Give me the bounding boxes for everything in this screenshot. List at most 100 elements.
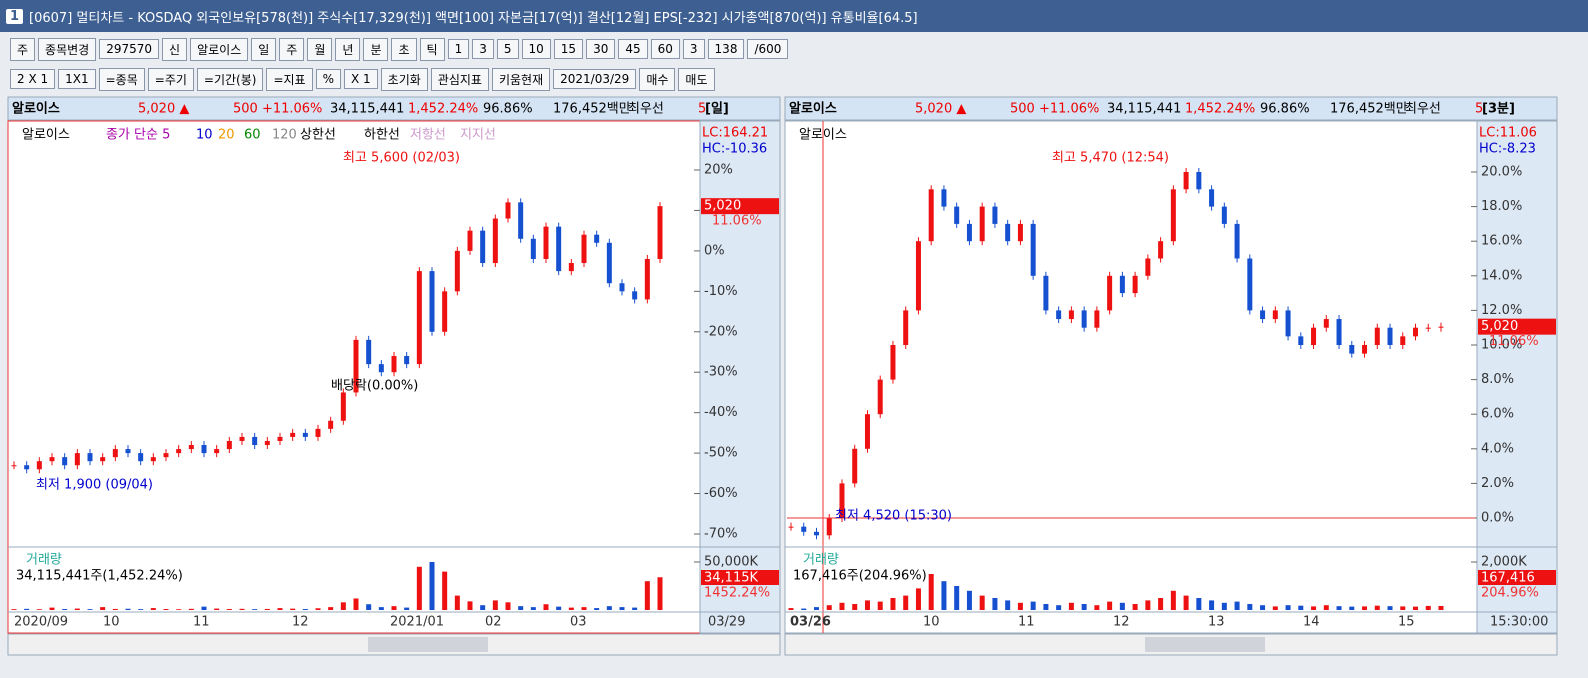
toolbar-button[interactable]: 종목변경 (38, 37, 97, 61)
candle (36, 461, 42, 470)
y-tick-label: -60% (704, 486, 738, 501)
candle (138, 453, 144, 462)
candle (277, 436, 283, 441)
volume-bar (1132, 604, 1138, 610)
toolbar-button[interactable]: 신 (162, 37, 188, 61)
price-label: 5,020 (1481, 319, 1518, 334)
candle (1081, 310, 1087, 328)
legend-item: 10 (196, 128, 213, 143)
toolbar-button[interactable]: 10 (521, 39, 551, 59)
volume-box (701, 570, 779, 585)
toolbar-button[interactable]: 일 (251, 37, 277, 61)
toolbar-button[interactable]: 3 (472, 39, 494, 59)
volume-bar (606, 606, 612, 610)
volume-bar (404, 607, 410, 610)
volume-bar (1413, 606, 1419, 610)
volume-bar (150, 608, 156, 610)
toolbar-button[interactable]: =지표 (266, 67, 313, 91)
candle (1017, 223, 1023, 242)
volume-bar (632, 607, 638, 610)
candle (1311, 327, 1317, 345)
candle (877, 379, 883, 415)
toolbar-button[interactable]: % (315, 69, 341, 89)
toolbar-button[interactable]: 관심지표 (430, 67, 489, 91)
candle (378, 364, 384, 373)
volume-bar (416, 566, 422, 610)
toolbar-button[interactable]: 틱 (419, 37, 445, 61)
x-tick-label: 2021/01 (390, 615, 444, 630)
toolbar-button[interactable]: /600 (747, 39, 789, 59)
y-tick-label: 0.0% (1481, 511, 1514, 526)
toolbar-button[interactable]: X 1 (344, 69, 378, 89)
volume-bar (530, 607, 536, 610)
toolbar-button[interactable]: =주기 (147, 67, 194, 91)
x-tick-label: 15 (1398, 615, 1415, 630)
toolbar-button[interactable]: 45 (618, 39, 648, 59)
candle (1387, 327, 1393, 345)
candle (328, 420, 334, 429)
volume-bar (1285, 605, 1291, 610)
volume-bar (505, 602, 511, 610)
volume-bar (1056, 605, 1062, 610)
header-field: 1,452.24% (408, 102, 478, 117)
volume-bar (138, 609, 144, 610)
toolbar-button[interactable]: 2 X 1 (10, 69, 56, 89)
candle (801, 526, 807, 532)
toolbar-button[interactable]: 알로이스 (190, 37, 249, 61)
y-tick-label: -50% (704, 446, 738, 461)
toolbar-button[interactable]: 초기화 (380, 67, 428, 91)
volume-bar (890, 598, 896, 610)
toolbar-button[interactable]: 1X1 (58, 69, 96, 89)
candle (1056, 310, 1062, 320)
toolbar-button[interactable]: 297570 (99, 39, 160, 59)
toolbar-button[interactable]: 30 (586, 39, 616, 59)
annotation: 최고 5,600 (02/03) (343, 151, 460, 166)
toolbar-button[interactable]: 2021/03/29 (553, 69, 637, 89)
y-tick-label: 12.0% (1481, 303, 1522, 318)
candle (992, 206, 998, 224)
toolbar-button[interactable]: 월 (307, 37, 333, 61)
volume-bar (1247, 604, 1253, 610)
volume-tick-label: 2,000K (1481, 555, 1527, 570)
volume-bar (1081, 604, 1087, 610)
toolbar-button[interactable]: 주 (279, 37, 305, 61)
toolbar-button[interactable]: =종목 (98, 67, 145, 91)
volume-bar (176, 609, 182, 610)
toolbar-button[interactable]: 매수 (639, 67, 676, 91)
toolbar-button[interactable]: =기간(봉) (196, 67, 264, 91)
x-tick-label: 11 (193, 615, 210, 630)
candle (518, 202, 524, 239)
toolbar: 주 종목변경 297570 신 알로이스 일 주 월 년 분 초 틱 1 3 5 10 15 30 45 60 3 138… (10, 37, 789, 61)
toolbar-button[interactable]: 15 (553, 39, 584, 59)
candle (24, 465, 30, 470)
toolbar-button[interactable]: 138 (707, 39, 745, 59)
volume-bar (277, 608, 283, 610)
volume-bar (100, 607, 106, 610)
volume-bar (1374, 605, 1380, 610)
toolbar-button[interactable]: 5 (496, 39, 519, 59)
candle (252, 436, 258, 446)
candle (302, 432, 308, 437)
candle (454, 250, 460, 292)
toolbar-button[interactable]: 60 (650, 39, 680, 59)
toolbar-button[interactable]: 키움현재 (491, 67, 551, 91)
volume-bar (87, 609, 93, 610)
toolbar-button[interactable]: 초 (391, 37, 417, 61)
x-tick-label: 12 (292, 615, 309, 630)
toolbar-button[interactable]: 분 (363, 37, 389, 61)
candle (1145, 258, 1151, 276)
pct-label: 11.06% (712, 214, 762, 229)
volume-bar (74, 608, 80, 610)
volume-bar (1260, 605, 1266, 610)
volume-bar (214, 608, 220, 610)
toolbar-button[interactable]: 년 (335, 37, 361, 61)
toolbar-button[interactable]: 3 (682, 39, 705, 59)
candle (979, 206, 985, 242)
toolbar-button[interactable]: 주 (10, 37, 36, 61)
volume-bar (1017, 602, 1023, 610)
volume-text: 167,416주(204.96%) (793, 569, 927, 584)
toolbar-button[interactable]: 매도 (678, 67, 715, 91)
volume-bar (813, 607, 819, 610)
toolbar-button[interactable]: 1 (447, 39, 470, 59)
